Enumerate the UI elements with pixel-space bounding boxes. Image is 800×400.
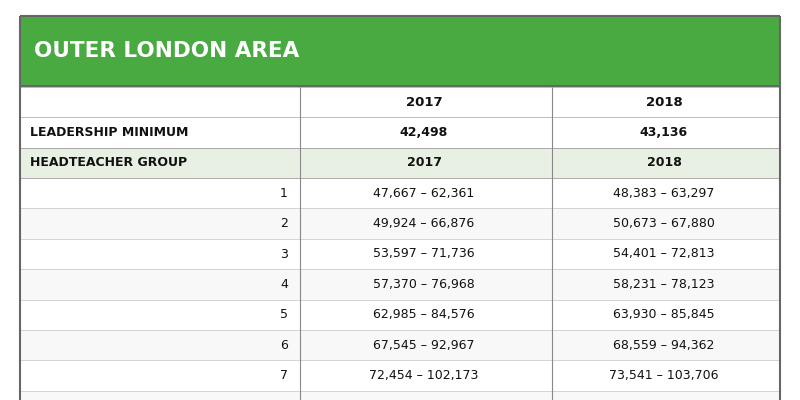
Text: 7: 7 bbox=[280, 369, 288, 382]
Bar bbox=[20, 208, 780, 239]
Text: 2017: 2017 bbox=[406, 96, 442, 109]
Bar bbox=[20, 148, 780, 178]
Text: 2018: 2018 bbox=[646, 156, 682, 169]
Text: 2017: 2017 bbox=[406, 156, 442, 169]
Text: 54,401 – 72,813: 54,401 – 72,813 bbox=[614, 248, 714, 260]
Text: 57,370 – 76,968: 57,370 – 76,968 bbox=[373, 278, 475, 291]
Text: 2: 2 bbox=[280, 217, 288, 230]
Text: 68,559 – 94,362: 68,559 – 94,362 bbox=[614, 339, 714, 352]
Text: 72,454 – 102,173: 72,454 – 102,173 bbox=[370, 369, 478, 382]
Text: 50,673 – 67,880: 50,673 – 67,880 bbox=[613, 217, 715, 230]
Text: LEADERSHIP MINIMUM: LEADERSHIP MINIMUM bbox=[30, 126, 188, 139]
Text: 63,930 – 85,845: 63,930 – 85,845 bbox=[613, 308, 715, 321]
Bar bbox=[20, 330, 780, 360]
Bar bbox=[20, 391, 780, 400]
Text: 42,498: 42,498 bbox=[400, 126, 448, 139]
Text: 58,231 – 78,123: 58,231 – 78,123 bbox=[614, 278, 714, 291]
Text: 5: 5 bbox=[280, 308, 288, 321]
Text: 48,383 – 63,297: 48,383 – 63,297 bbox=[614, 187, 714, 200]
Text: 3: 3 bbox=[280, 248, 288, 260]
Text: 67,545 – 92,967: 67,545 – 92,967 bbox=[374, 339, 474, 352]
Text: 4: 4 bbox=[280, 278, 288, 291]
Text: 73,541 – 103,706: 73,541 – 103,706 bbox=[610, 369, 718, 382]
Bar bbox=[20, 239, 780, 269]
Text: HEADTEACHER GROUP: HEADTEACHER GROUP bbox=[30, 156, 186, 169]
Bar bbox=[20, 178, 780, 208]
Text: 62,985 – 84,576: 62,985 – 84,576 bbox=[373, 308, 475, 321]
Text: 43,136: 43,136 bbox=[640, 126, 688, 139]
Text: OUTER LONDON AREA: OUTER LONDON AREA bbox=[34, 41, 300, 61]
Bar bbox=[20, 360, 780, 391]
Text: 53,597 – 71,736: 53,597 – 71,736 bbox=[373, 248, 475, 260]
Bar bbox=[20, 16, 780, 86]
Text: 6: 6 bbox=[280, 339, 288, 352]
Bar bbox=[20, 300, 780, 330]
Text: 49,924 – 66,876: 49,924 – 66,876 bbox=[374, 217, 474, 230]
Bar bbox=[20, 269, 780, 300]
Text: 1: 1 bbox=[280, 187, 288, 200]
Text: 47,667 – 62,361: 47,667 – 62,361 bbox=[374, 187, 474, 200]
Text: 2018: 2018 bbox=[646, 96, 682, 109]
